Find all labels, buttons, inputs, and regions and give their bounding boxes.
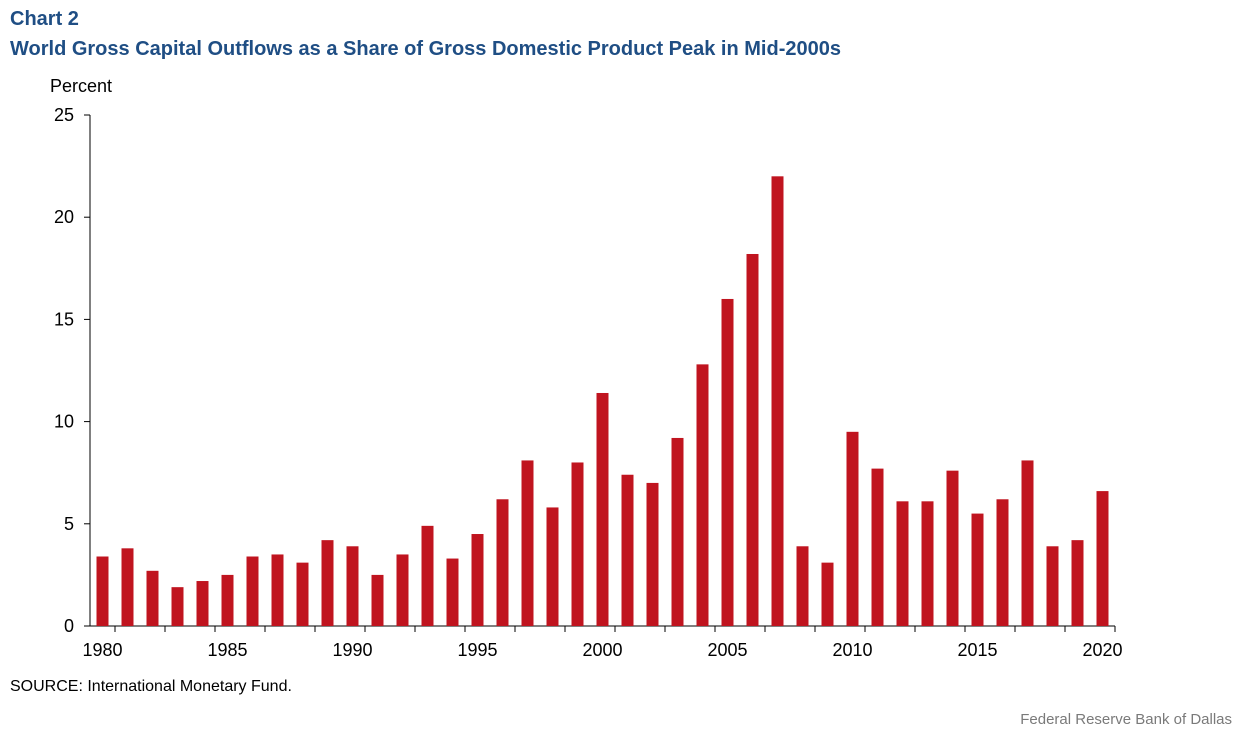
bar-1993 bbox=[421, 525, 434, 626]
credit-line: Federal Reserve Bank of Dallas bbox=[1020, 711, 1232, 728]
y-tick-label: 0 bbox=[64, 616, 74, 636]
x-tick-label: 2015 bbox=[957, 640, 997, 660]
bar-1985 bbox=[221, 574, 234, 626]
y-axis: 0 5 10 15 20 25 bbox=[54, 105, 91, 636]
bar-1998 bbox=[546, 507, 559, 626]
bar-2015 bbox=[971, 513, 984, 626]
bar-1990 bbox=[346, 546, 359, 626]
bar-2000 bbox=[596, 392, 609, 626]
x-tick-label: 2005 bbox=[707, 640, 747, 660]
bar-2009 bbox=[821, 562, 834, 626]
x-tick-label: 2020 bbox=[1082, 640, 1122, 660]
bar-2020 bbox=[1096, 491, 1109, 626]
bar-1984 bbox=[196, 581, 209, 626]
bar-1980 bbox=[96, 556, 109, 626]
bar-2006 bbox=[746, 253, 759, 626]
y-tick-label: 10 bbox=[54, 412, 74, 432]
bar-1983 bbox=[171, 587, 184, 626]
bar-2010 bbox=[846, 431, 859, 626]
y-tick-label: 15 bbox=[54, 309, 74, 329]
x-tick-label: 2000 bbox=[582, 640, 622, 660]
bar-series bbox=[96, 176, 1109, 626]
x-tick-label: 2010 bbox=[832, 640, 872, 660]
bar-2013 bbox=[921, 501, 934, 626]
chart-title: World Gross Capital Outflows as a Share … bbox=[10, 38, 841, 60]
x-axis: 1980 1985 1990 1995 2000 2005 2010 2015 2020 bbox=[82, 625, 1123, 660]
bar-1996 bbox=[496, 499, 509, 626]
bar-2014 bbox=[946, 470, 959, 626]
bar-1987 bbox=[271, 554, 284, 626]
bar-2001 bbox=[621, 474, 634, 626]
bar-2004 bbox=[696, 364, 709, 626]
bar-1994 bbox=[446, 558, 459, 626]
y-axis-unit-label: Percent bbox=[50, 76, 113, 96]
bar-2016 bbox=[996, 499, 1009, 626]
bar-1981 bbox=[121, 548, 134, 626]
x-tick-label: 1995 bbox=[457, 640, 497, 660]
bar-2008 bbox=[796, 546, 809, 626]
x-tick-label: 1985 bbox=[207, 640, 247, 660]
bar-2011 bbox=[871, 468, 884, 626]
x-tick-label: 1980 bbox=[82, 640, 122, 660]
bar-2017 bbox=[1021, 460, 1034, 626]
bar-1997 bbox=[521, 460, 534, 626]
bar-2019 bbox=[1071, 540, 1084, 626]
bar-1989 bbox=[321, 540, 334, 626]
bar-2003 bbox=[671, 437, 684, 626]
bar-2007 bbox=[771, 176, 784, 626]
y-tick-label: 25 bbox=[54, 105, 74, 125]
y-tick-label: 5 bbox=[64, 514, 74, 534]
y-tick-label: 20 bbox=[54, 207, 74, 227]
bar-1995 bbox=[471, 534, 484, 626]
bar-1982 bbox=[146, 570, 159, 626]
bar-2012 bbox=[896, 501, 909, 626]
bar-2002 bbox=[646, 482, 659, 626]
source-note: SOURCE: International Monetary Fund. bbox=[10, 678, 292, 695]
bar-1986 bbox=[246, 556, 259, 626]
bar-1999 bbox=[571, 462, 584, 626]
bar-1988 bbox=[296, 562, 309, 626]
bar-1991 bbox=[371, 574, 384, 626]
bar-2018 bbox=[1046, 546, 1059, 626]
chart-label: Chart 2 bbox=[10, 8, 79, 30]
bar-1992 bbox=[396, 554, 409, 626]
bar-2005 bbox=[721, 298, 734, 626]
x-tick-label: 1990 bbox=[332, 640, 372, 660]
